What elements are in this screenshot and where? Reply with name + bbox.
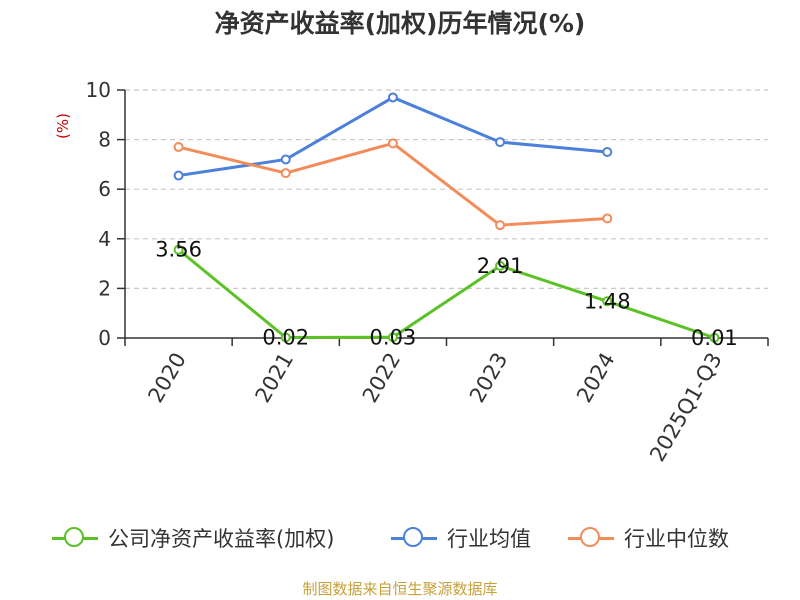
legend-label-industry-median: 行业中位数 — [624, 527, 729, 551]
data-point-company[interactable] — [495, 260, 506, 271]
legend-swatch-industry-mean — [389, 518, 439, 558]
data-label: 2.91 — [477, 254, 524, 278]
data-source-note: 制图数据来自恒生聚源数据库 — [302, 580, 498, 598]
chart-title: 净资产收益率(加权)历年情况(%) — [214, 9, 586, 38]
y-axis-label: (%) — [54, 113, 72, 139]
y-tick-label: 4 — [98, 227, 111, 251]
data-point-company[interactable] — [387, 332, 398, 343]
legend-label-industry-mean: 行业均值 — [447, 527, 531, 551]
data-point-company[interactable] — [709, 332, 720, 343]
x-tick-label: 2020 — [143, 349, 191, 407]
x-tick-label: 2022 — [358, 349, 406, 407]
data-point-industry-median[interactable] — [387, 138, 398, 149]
y-tick-label: 6 — [98, 177, 111, 201]
y-tick-label: 0 — [98, 326, 111, 350]
grid-lines — [125, 89, 768, 289]
series-line-industry-median — [178, 141, 608, 227]
axes: 0 2 4 6 8 10 2020 2021 2022 2023 2024 2025Q1-Q3 — [86, 78, 769, 466]
data-point-industry-mean[interactable] — [495, 137, 506, 148]
series — [173, 92, 720, 343]
data-point-company[interactable] — [602, 296, 613, 307]
data-point-industry-median[interactable] — [280, 168, 291, 179]
data-label: 1.48 — [584, 289, 631, 313]
x-tick-label: 2021 — [251, 349, 299, 407]
data-point-company[interactable] — [280, 332, 291, 343]
legend-item-company[interactable]: 公司净资产收益率(加权) — [50, 518, 334, 558]
x-tick-label: 2025Q1-Q3 — [645, 349, 727, 466]
legend: 公司净资产收益率(加权) 行业均值 行业中位数 — [0, 518, 800, 558]
data-point-industry-mean[interactable] — [173, 170, 184, 181]
data-point-industry-mean[interactable] — [602, 147, 613, 157]
data-label: 0.02 — [262, 326, 309, 350]
y-tick-label: 8 — [98, 128, 111, 152]
y-tick-label: 10 — [86, 78, 111, 102]
data-point-industry-median[interactable] — [495, 220, 506, 231]
data-point-industry-median[interactable] — [602, 213, 613, 224]
data-point-company[interactable] — [173, 244, 184, 255]
legend-item-industry-mean[interactable]: 行业均值 — [389, 518, 531, 558]
data-point-industry-median[interactable] — [173, 142, 184, 153]
series-line-company — [177, 248, 715, 340]
data-labels: 3.56 0.02 0.03 2.91 1.48 0.01 — [155, 238, 738, 350]
data-label: 3.56 — [155, 238, 202, 262]
data-label: 0.03 — [370, 325, 417, 349]
legend-item-industry-median[interactable]: 行业中位数 — [566, 518, 729, 558]
legend-swatch-industry-median — [566, 518, 616, 558]
x-tick-label: 2023 — [465, 349, 513, 407]
data-label: 0.01 — [691, 326, 738, 350]
legend-swatch-company — [50, 518, 100, 558]
x-tick-label: 2024 — [572, 349, 620, 407]
data-point-industry-mean[interactable] — [387, 92, 398, 103]
legend-label-company: 公司净资产收益率(加权) — [108, 527, 335, 551]
data-point-industry-mean[interactable] — [280, 154, 291, 165]
y-tick-label: 2 — [98, 276, 111, 300]
